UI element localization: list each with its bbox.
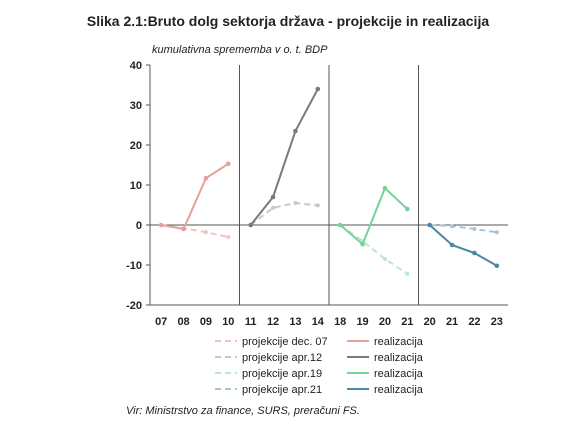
realization-point <box>270 194 276 200</box>
x-tick-label: 13 <box>289 316 301 328</box>
realization-point <box>248 222 253 228</box>
y-tick-label: 20 <box>130 140 142 152</box>
realization-point <box>449 242 455 248</box>
realization-point <box>382 185 388 191</box>
projection-point <box>494 230 499 235</box>
projection-point <box>271 205 276 210</box>
projection-point <box>226 235 231 239</box>
realization-point <box>158 222 164 228</box>
x-tick-label: 20 <box>424 316 436 328</box>
realization-point <box>293 128 298 134</box>
x-tick-label: 14 <box>312 316 325 328</box>
y-tick-label: 10 <box>130 180 142 192</box>
projection-point <box>450 224 455 229</box>
x-tick-label: 12 <box>267 316 279 328</box>
x-tick-label: 10 <box>222 316 234 328</box>
x-tick-label: 09 <box>200 316 212 328</box>
projection-point <box>405 271 410 276</box>
legend-label: projekcije apr.19 <box>242 368 322 380</box>
x-tick-label: 19 <box>356 316 368 328</box>
source-note: Vir: Ministrstvo za finance, SURS, prera… <box>126 405 360 417</box>
projection-line <box>429 224 497 234</box>
realization-point <box>315 86 321 92</box>
legend-label: projekcije apr.12 <box>242 352 322 364</box>
realization-point <box>181 226 186 232</box>
x-tick-label: 22 <box>468 316 480 328</box>
projection-line <box>339 224 408 275</box>
x-tick-label: 08 <box>177 316 189 328</box>
realization-line <box>161 162 229 231</box>
x-tick-label: 11 <box>245 316 257 328</box>
realization-point <box>405 206 410 212</box>
y-tick-label: 30 <box>130 100 142 112</box>
projection-point <box>382 257 387 261</box>
legend-label: realizacija <box>374 336 424 348</box>
x-tick-label: 23 <box>491 316 503 328</box>
x-tick-label: 20 <box>379 316 391 328</box>
chart-subtitle: kumulativna sprememba v o. t. BDP <box>152 44 328 56</box>
realization-point <box>494 263 500 269</box>
x-tick-label: 07 <box>155 316 167 328</box>
y-tick-label: -20 <box>126 300 142 312</box>
x-tick-label: 18 <box>334 316 346 328</box>
legend-label: realizacija <box>374 352 424 364</box>
realization-line <box>429 224 498 267</box>
realization-point <box>360 241 365 247</box>
x-tick-label: 21 <box>446 316 458 328</box>
chart-title: Slika 2.1:Bruto dolg sektorja država - p… <box>86 13 490 29</box>
legend-label: realizacija <box>374 368 424 380</box>
legend-label: realizacija <box>374 384 424 396</box>
projection-point <box>315 203 320 208</box>
projection-line <box>250 201 318 226</box>
realization-point <box>472 250 477 256</box>
realization-line <box>339 186 408 246</box>
y-tick-label: -10 <box>126 260 142 272</box>
legend-label: projekcije apr.21 <box>242 384 322 396</box>
realization-point <box>427 222 432 228</box>
realization-line <box>249 88 319 226</box>
realization-point <box>337 222 343 228</box>
y-tick-label: 0 <box>136 220 142 232</box>
realization-point <box>203 175 209 181</box>
projection-point <box>472 227 477 231</box>
legend-label: projekcije dec. 07 <box>242 336 328 348</box>
x-tick-label: 21 <box>401 316 413 328</box>
projection-point <box>203 230 208 235</box>
realization-point <box>226 161 231 167</box>
y-tick-label: 40 <box>130 60 142 72</box>
projection-point <box>293 201 298 205</box>
